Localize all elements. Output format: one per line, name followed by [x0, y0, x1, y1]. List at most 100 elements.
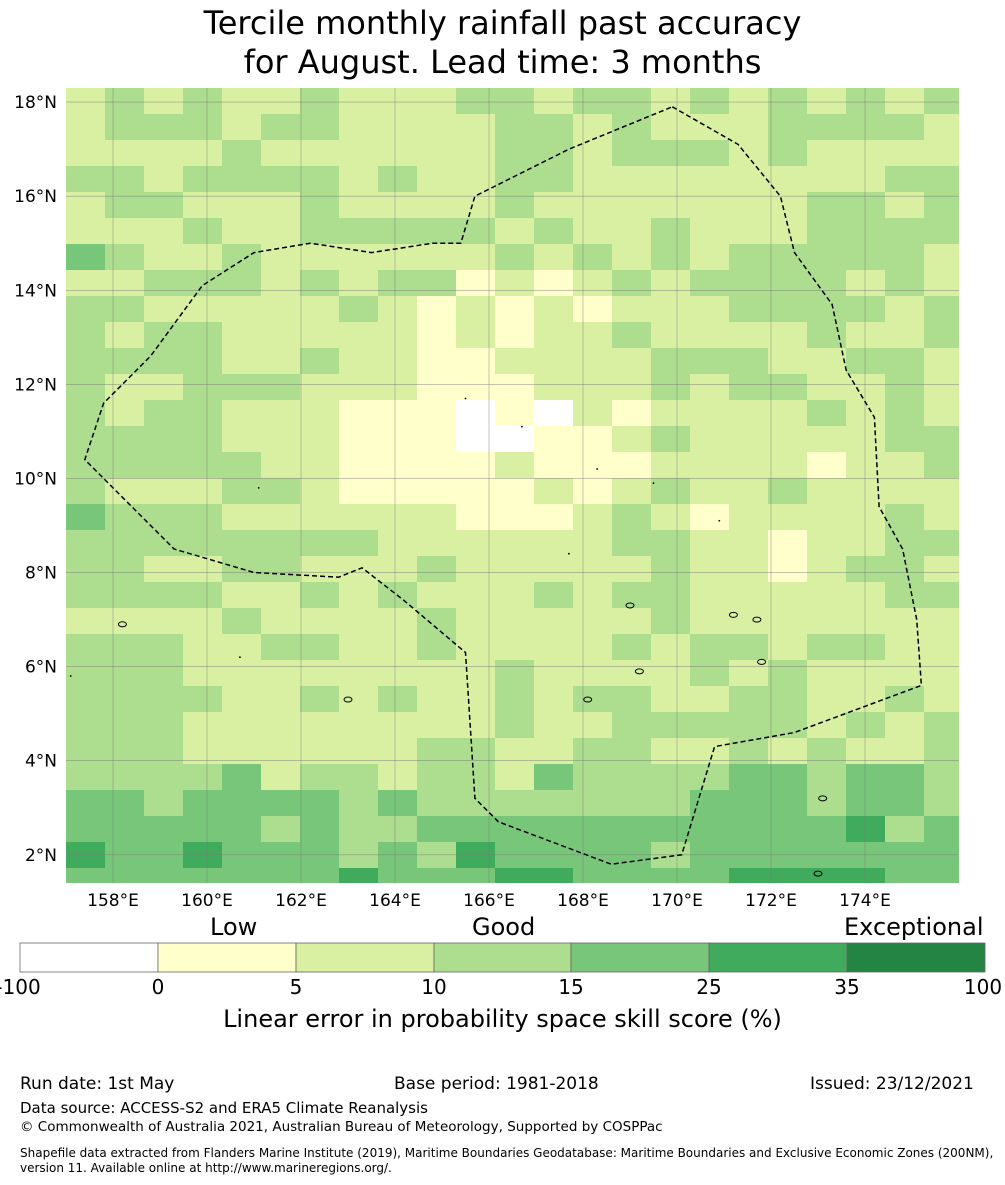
grid-cell	[573, 634, 612, 660]
grid-cell	[729, 686, 768, 712]
grid-cell	[807, 348, 846, 374]
grid-cell	[885, 114, 924, 140]
grid-cell	[456, 530, 495, 556]
grid-cell	[144, 764, 183, 790]
island-outline	[757, 658, 767, 665]
grid-cell	[885, 556, 924, 582]
colorbar-tick: 25	[696, 975, 722, 999]
grid-cell	[924, 426, 959, 452]
grid-cell	[66, 244, 105, 270]
grid-cell	[495, 790, 534, 816]
grid-cell	[885, 348, 924, 374]
grid-cell	[261, 348, 300, 374]
grid-cell	[495, 764, 534, 790]
grid-cell	[417, 686, 456, 712]
grid-cell	[885, 400, 924, 426]
grid-cell	[885, 374, 924, 400]
grid-cell	[651, 218, 690, 244]
atoll-dot	[521, 425, 523, 428]
grid-cell	[378, 790, 417, 816]
grid-cell	[612, 140, 651, 166]
grid-cell	[573, 816, 612, 842]
grid-cell	[300, 504, 339, 530]
island-outline	[583, 696, 593, 703]
colorbar-label: Linear error in probability space skill …	[223, 1005, 782, 1033]
grid-cell	[495, 634, 534, 660]
grid-cell	[924, 374, 959, 400]
grid-cell	[690, 504, 729, 530]
grid-cell	[378, 738, 417, 764]
grid-cell	[417, 556, 456, 582]
grid-cell	[183, 790, 222, 816]
atoll-dot	[257, 486, 260, 489]
grid-cell	[339, 530, 378, 556]
grid-cell	[261, 270, 300, 296]
grid-cell	[222, 114, 261, 140]
grid-cell	[768, 478, 807, 504]
grid-cell	[261, 608, 300, 634]
grid-cell	[885, 634, 924, 660]
lon-tick-label: 160°E	[181, 891, 233, 911]
grid-cell	[339, 816, 378, 842]
grid-cell	[222, 478, 261, 504]
grid-cell	[651, 738, 690, 764]
colorbar-segment	[570, 942, 710, 973]
grid-cell	[456, 478, 495, 504]
grid-cell	[729, 608, 768, 634]
grid-cell	[456, 556, 495, 582]
lat-tick-label: 6°N	[25, 658, 57, 678]
grid-cell	[768, 166, 807, 192]
grid-cell	[690, 322, 729, 348]
grid-cell	[378, 218, 417, 244]
grid-cell	[261, 452, 300, 478]
grid-cell	[261, 140, 300, 166]
grid-cell	[339, 608, 378, 634]
grid-cell	[846, 660, 885, 686]
grid-cell	[339, 140, 378, 166]
grid-cell	[417, 348, 456, 374]
grid-cell	[105, 166, 144, 192]
grid-cell	[612, 504, 651, 530]
grid-cell	[768, 530, 807, 556]
grid-cell	[456, 244, 495, 270]
grid-cell	[651, 530, 690, 556]
grid-cell	[768, 816, 807, 842]
grid-cell	[261, 530, 300, 556]
grid-cell	[651, 140, 690, 166]
grid-cell	[651, 790, 690, 816]
grid-cell	[66, 114, 105, 140]
grid-cell	[651, 374, 690, 400]
grid-cell	[66, 426, 105, 452]
grid-cell	[183, 608, 222, 634]
grid-cell	[807, 88, 846, 114]
grid-cell	[105, 88, 144, 114]
grid-cell	[222, 270, 261, 296]
grid-cell	[378, 764, 417, 790]
grid-cell	[222, 712, 261, 738]
grid-cell	[144, 738, 183, 764]
grid-cell	[144, 166, 183, 192]
shapefile-credit-1: Shapefile data extracted from Flanders M…	[20, 1146, 994, 1160]
grid-cell	[222, 322, 261, 348]
grid-cell	[339, 270, 378, 296]
colorbar-tick: 10	[421, 975, 447, 999]
grid-cell	[222, 452, 261, 478]
grid-cell	[729, 374, 768, 400]
grid-cell	[456, 634, 495, 660]
grid-cell	[417, 452, 456, 478]
grid-cell	[495, 140, 534, 166]
grid-cell	[924, 556, 959, 582]
grid-cell	[690, 452, 729, 478]
grid-cell	[105, 686, 144, 712]
grid-cell	[768, 374, 807, 400]
grid-cell	[807, 608, 846, 634]
grid-cell	[261, 88, 300, 114]
grid-cell	[846, 140, 885, 166]
grid-cell	[924, 244, 959, 270]
grid-cell	[729, 738, 768, 764]
grid-cell	[144, 140, 183, 166]
lat-tick-label: 16°N	[14, 187, 57, 207]
grid-cell	[690, 374, 729, 400]
grid-cell	[300, 452, 339, 478]
grid-cell	[183, 114, 222, 140]
